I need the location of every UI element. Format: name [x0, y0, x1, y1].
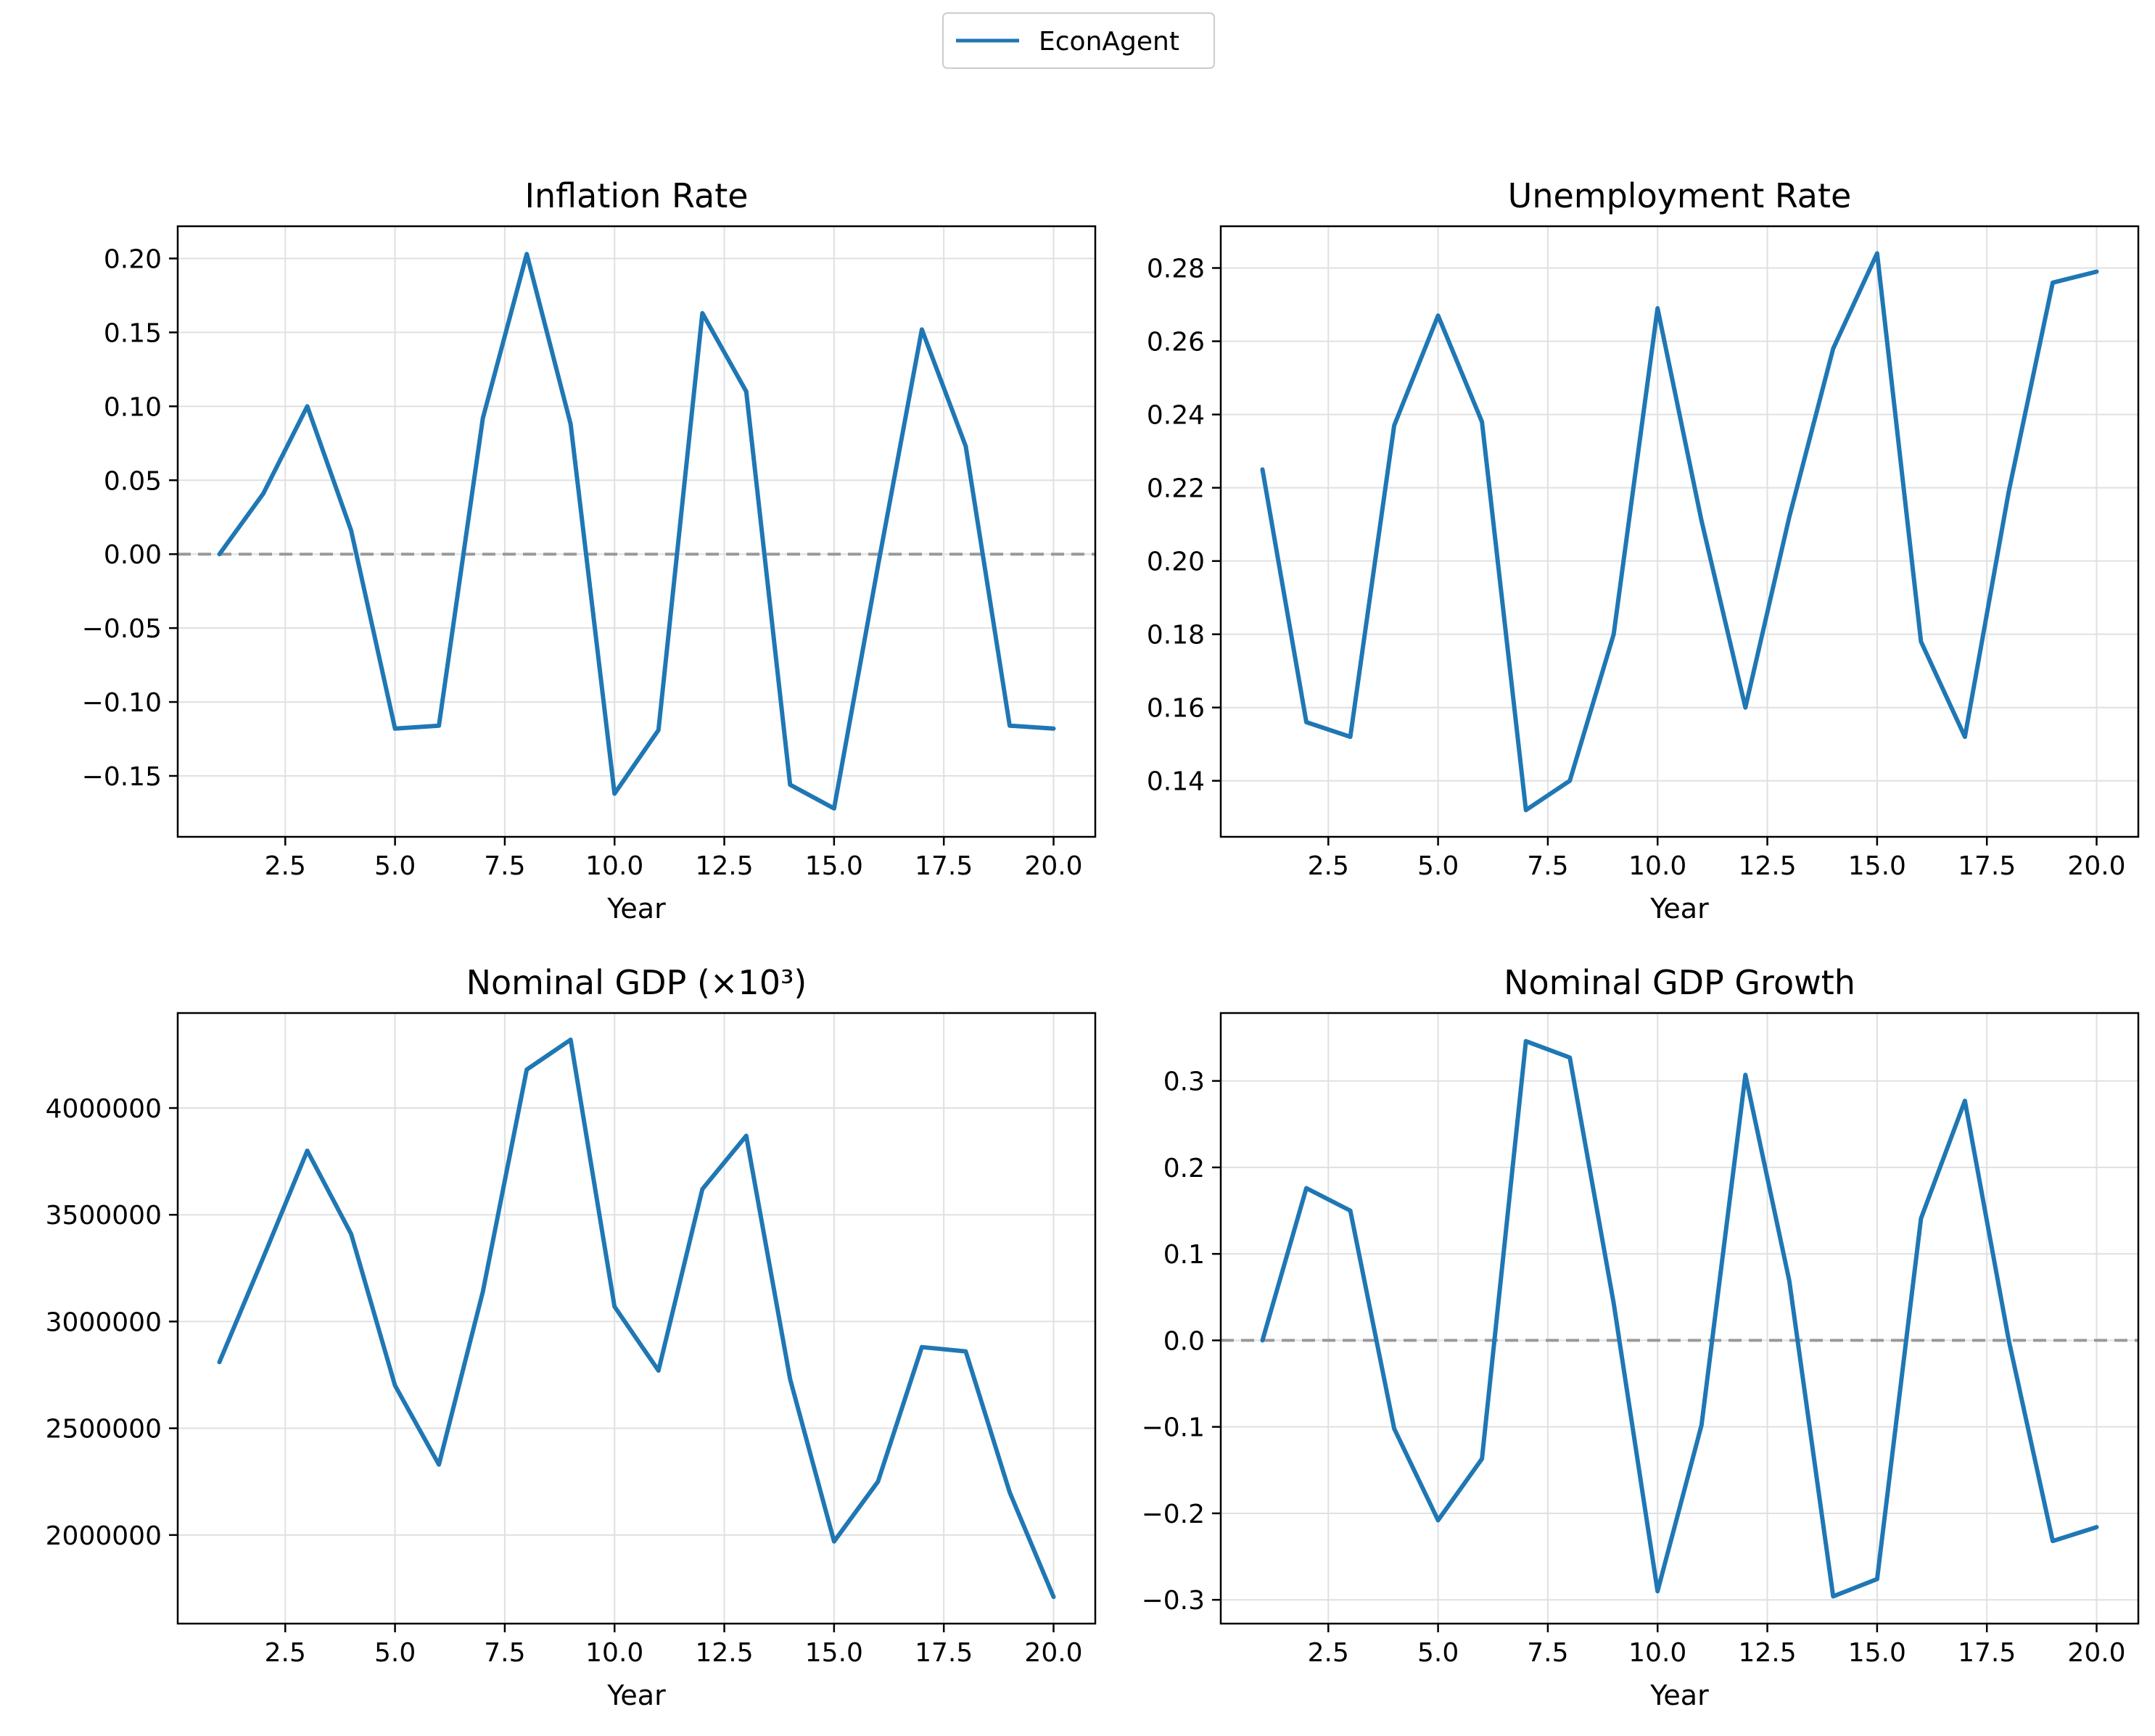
inflation-rate-xtick-label: 10.0	[585, 851, 643, 881]
inflation-rate-ytick-label: −0.15	[82, 762, 162, 792]
inflation-rate-series-line	[217, 252, 1056, 811]
nominal-gdp-growth-xtick-label: 7.5	[1527, 1638, 1568, 1668]
inflation-rate-ytick-label: −0.05	[82, 614, 162, 644]
nominal-gdp-xtick-label: 15.0	[805, 1638, 863, 1668]
inflation-rate-panel: 2.5 5.0 7.5 10.0 12.5 15.0 17.5 20.0 0.20 0.15 0.1…	[82, 176, 1097, 925]
nominal-gdp-growth-panel: 2.5 5.0 7.5 10.0 12.5 15.0 17.5 20.0 0.3 0.2 0.1 0.…	[1142, 963, 2140, 1711]
inflation-rate-xtick-label: 7.5	[484, 851, 525, 881]
nominal-gdp-ytick-label: 2500000	[46, 1415, 162, 1444]
unemployment-rate-axes-frame	[1219, 225, 2140, 838]
inflation-rate-title: Inflation Rate	[524, 176, 748, 215]
inflation-rate-xtick-label: 20.0	[1024, 851, 1082, 881]
inflation-rate-xtick-label: 17.5	[915, 851, 973, 881]
nominal-gdp-growth-axes-frame	[1219, 1012, 2140, 1625]
unemployment-rate-ytick-label: 0.16	[1147, 694, 1205, 724]
unemployment-rate-xtick-label: 12.5	[1738, 851, 1796, 881]
nominal-gdp-growth-ytick-label: −0.1	[1142, 1413, 1205, 1443]
nominal-gdp-xtick-label: 5.0	[374, 1638, 416, 1668]
nominal-gdp-xtick-label: 2.5	[265, 1638, 306, 1668]
nominal-gdp-growth-ytick-label: 0.0	[1163, 1326, 1205, 1356]
nominal-gdp-ytick-label: 3000000	[46, 1307, 162, 1337]
unemployment-rate-xtick-label: 15.0	[1848, 851, 1906, 881]
inflation-rate-ytick-label: 0.00	[104, 540, 162, 570]
nominal-gdp-growth-xtick-label: 12.5	[1738, 1638, 1796, 1668]
nominal-gdp-growth-xlabel: Year	[1649, 1679, 1709, 1711]
unemployment-rate-xtick-label: 10.0	[1628, 851, 1686, 881]
nominal-gdp-growth-xtick-label: 2.5	[1308, 1638, 1349, 1668]
inflation-rate-xtick-label: 12.5	[695, 851, 753, 881]
unemployment-rate-ytick-label: 0.14	[1147, 767, 1205, 797]
unemployment-rate-ytick-label: 0.22	[1147, 474, 1205, 504]
unemployment-rate-xtick-label: 20.0	[2067, 851, 2125, 881]
nominal-gdp-ytick-label: 4000000	[46, 1094, 162, 1124]
nominal-gdp-growth-ytick-label: −0.2	[1142, 1500, 1205, 1529]
inflation-rate-ytick-label: 0.05	[104, 466, 162, 496]
legend: EconAgent	[942, 12, 1215, 69]
nominal-gdp-growth-title: Nominal GDP Growth	[1504, 963, 1855, 1002]
unemployment-rate-series-line	[1260, 251, 2099, 813]
unemployment-rate-xtick-label: 17.5	[1958, 851, 2016, 881]
nominal-gdp-ytick-label: 2000000	[46, 1521, 162, 1551]
nominal-gdp-growth-xtick-label: 20.0	[2067, 1638, 2125, 1668]
inflation-rate-xtick-label: 5.0	[374, 851, 416, 881]
nominal-gdp-axes-frame	[176, 1012, 1097, 1625]
inflation-rate-xtick-label: 2.5	[265, 851, 306, 881]
nominal-gdp-series-line	[217, 1037, 1056, 1600]
nominal-gdp-growth-xtick-label: 15.0	[1848, 1638, 1906, 1668]
unemployment-rate-xtick-label: 2.5	[1308, 851, 1349, 881]
inflation-rate-xlabel: Year	[606, 893, 666, 925]
nominal-gdp-panel: 2.5 5.0 7.5 10.0 12.5 15.0 17.5 20.0 4000000 3500…	[46, 963, 1097, 1711]
unemployment-rate-title: Unemployment Rate	[1508, 176, 1852, 215]
legend-label: EconAgent	[1039, 27, 1179, 57]
nominal-gdp-growth-xtick-label: 5.0	[1417, 1638, 1459, 1668]
inflation-rate-axes-frame	[176, 225, 1097, 838]
unemployment-rate-panel: 2.5 5.0 7.5 10.0 12.5 15.0 17.5 20.0 0.28 0.26 0.2…	[1147, 176, 2140, 925]
nominal-gdp-xtick-label: 7.5	[484, 1638, 525, 1668]
unemployment-rate-ytick-label: 0.18	[1147, 621, 1205, 650]
unemployment-rate-xtick-label: 5.0	[1417, 851, 1459, 881]
unemployment-rate-xlabel: Year	[1649, 893, 1709, 925]
nominal-gdp-growth-ytick-label: 0.2	[1163, 1154, 1205, 1183]
inflation-rate-ytick-label: 0.15	[104, 318, 162, 348]
nominal-gdp-growth-ytick-label: −0.3	[1142, 1586, 1205, 1616]
unemployment-rate-ytick-label: 0.20	[1147, 547, 1205, 577]
nominal-gdp-growth-ytick-label: 0.1	[1163, 1240, 1205, 1270]
inflation-rate-ytick-label: 0.10	[104, 392, 162, 422]
unemployment-rate-xtick-label: 7.5	[1527, 851, 1568, 881]
nominal-gdp-xtick-label: 20.0	[1024, 1638, 1082, 1668]
nominal-gdp-xlabel: Year	[606, 1679, 666, 1711]
nominal-gdp-growth-xtick-label: 10.0	[1628, 1638, 1686, 1668]
nominal-gdp-growth-ytick-label: 0.3	[1163, 1067, 1205, 1097]
unemployment-rate-ytick-label: 0.26	[1147, 328, 1205, 357]
inflation-rate-ytick-label: 0.20	[104, 244, 162, 274]
inflation-rate-xtick-label: 15.0	[805, 851, 863, 881]
nominal-gdp-growth-series-line	[1260, 1038, 2099, 1599]
subplots: 2.5 5.0 7.5 10.0 12.5 15.0 17.5 20.0 0.20 0.15 0.1…	[46, 176, 2140, 1711]
nominal-gdp-xtick-label: 12.5	[695, 1638, 753, 1668]
nominal-gdp-xtick-label: 10.0	[585, 1638, 643, 1668]
legend-frame	[942, 12, 1215, 69]
inflation-rate-ytick-label: −0.10	[82, 688, 162, 718]
nominal-gdp-ytick-label: 3500000	[46, 1201, 162, 1231]
unemployment-rate-ytick-label: 0.28	[1147, 255, 1205, 284]
nominal-gdp-growth-xtick-label: 17.5	[1958, 1638, 2016, 1668]
nominal-gdp-xtick-label: 17.5	[915, 1638, 973, 1668]
unemployment-rate-ytick-label: 0.24	[1147, 401, 1205, 431]
nominal-gdp-title: Nominal GDP (×10³)	[466, 963, 807, 1002]
